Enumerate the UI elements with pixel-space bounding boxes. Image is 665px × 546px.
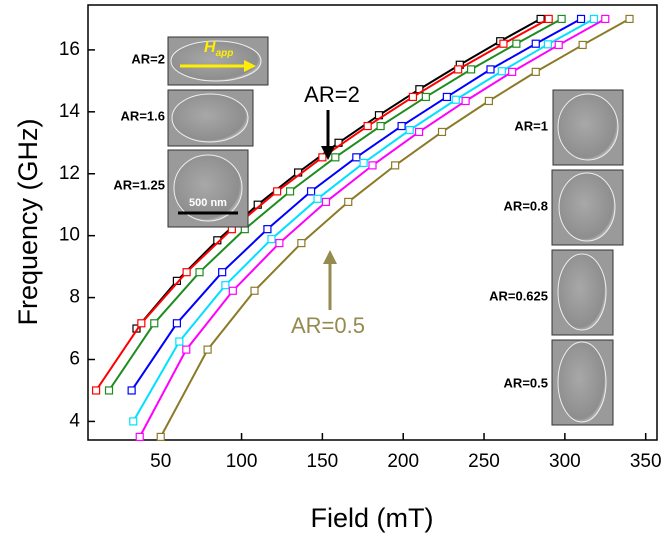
data-point <box>222 282 229 289</box>
data-point <box>409 93 416 100</box>
x-axis-title: Field (mT) <box>311 503 434 533</box>
data-point <box>264 226 271 233</box>
data-point <box>157 433 164 440</box>
data-point <box>173 320 180 327</box>
annotation: AR=0.5 <box>291 313 365 338</box>
inset-images <box>168 37 623 425</box>
x-tick-label: 200 <box>387 451 419 472</box>
data-point <box>416 128 423 135</box>
data-point <box>364 123 371 130</box>
data-point <box>176 338 183 345</box>
data-point <box>93 387 100 394</box>
data-point <box>360 159 367 166</box>
inset-label: AR=0.5 <box>504 375 548 390</box>
data-point <box>579 41 586 48</box>
y-axis-title: Frequency (GHz) <box>13 118 43 325</box>
inset-label: AR=1.6 <box>121 108 165 123</box>
data-point <box>513 40 520 47</box>
data-point <box>468 66 475 73</box>
data-point <box>196 269 203 276</box>
data-point <box>487 66 494 73</box>
data-point <box>555 41 562 48</box>
x-tick-label: 300 <box>549 451 581 472</box>
data-point <box>183 346 190 353</box>
data-point <box>251 287 258 294</box>
data-point <box>462 97 469 104</box>
data-point <box>274 188 281 195</box>
data-point <box>319 154 326 161</box>
data-point <box>130 418 137 425</box>
chart: 5010015020025030035046810121416 Happ 500… <box>0 0 665 541</box>
data-point <box>345 198 352 205</box>
data-point <box>578 15 585 22</box>
inset-label: AR=2 <box>131 51 165 66</box>
data-point <box>532 68 539 75</box>
data-point <box>322 198 329 205</box>
data-point <box>128 387 135 394</box>
data-point <box>204 346 211 353</box>
x-tick-label: 100 <box>226 451 258 472</box>
annotation: AR=2 <box>304 82 360 107</box>
data-point <box>545 15 552 22</box>
data-point <box>398 123 405 130</box>
y-tick-label: 6 <box>69 349 80 370</box>
data-point <box>219 269 226 276</box>
data-point <box>276 240 283 247</box>
data-point <box>332 154 339 161</box>
data-point <box>298 240 305 247</box>
data-point <box>602 15 609 22</box>
data-point <box>558 15 565 22</box>
data-point <box>136 433 143 440</box>
scale-bar-label: 500 nm <box>189 197 227 209</box>
data-point <box>229 287 236 294</box>
y-tick-label: 16 <box>59 39 80 60</box>
data-point <box>485 97 492 104</box>
inset-label: AR=1.25 <box>113 177 165 192</box>
data-point <box>406 127 413 134</box>
x-tick-label: 50 <box>150 451 171 472</box>
data-point <box>439 128 446 135</box>
data-point <box>532 40 539 47</box>
data-point <box>452 96 459 103</box>
data-point <box>106 387 113 394</box>
data-point <box>369 162 376 169</box>
annotation-arrow-head <box>323 250 337 264</box>
data-point <box>422 93 429 100</box>
x-tick-label: 250 <box>468 451 500 472</box>
inset-label: AR=0.625 <box>489 288 548 303</box>
data-point <box>392 162 399 169</box>
data-point <box>626 15 633 22</box>
y-tick-label: 4 <box>69 410 80 431</box>
data-point <box>498 68 505 75</box>
y-tick-label: 10 <box>59 225 80 246</box>
y-tick-label: 12 <box>59 163 80 184</box>
y-tick-label: 14 <box>59 101 81 122</box>
data-point <box>590 15 597 22</box>
data-point <box>287 188 294 195</box>
data-point <box>183 269 190 276</box>
data-point <box>500 40 507 47</box>
data-point <box>544 41 551 48</box>
data-point <box>377 123 384 130</box>
data-point <box>268 236 275 243</box>
data-point <box>151 320 158 327</box>
data-point <box>443 93 450 100</box>
data-point <box>509 68 516 75</box>
data-point <box>138 320 145 327</box>
inset-label: AR=1 <box>514 118 548 133</box>
y-tick-label: 8 <box>69 287 80 308</box>
inset-label: AR=0.8 <box>504 198 548 213</box>
x-tick-label: 150 <box>307 451 339 472</box>
data-point <box>308 188 315 195</box>
x-tick-label: 350 <box>630 451 662 472</box>
data-point <box>353 154 360 161</box>
data-point <box>314 195 321 202</box>
data-point <box>455 66 462 73</box>
